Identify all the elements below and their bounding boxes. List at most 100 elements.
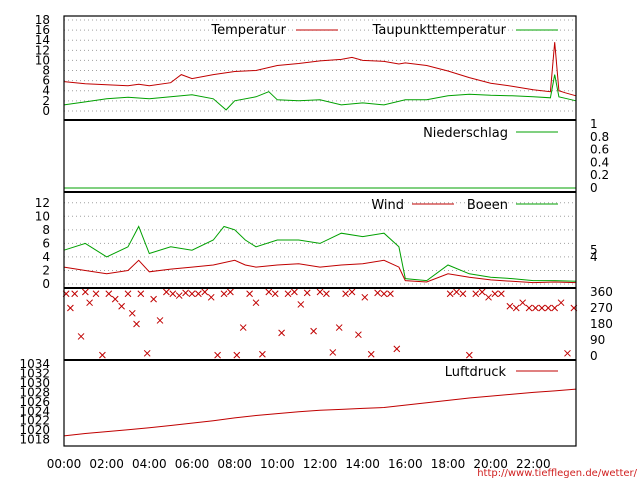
x-tick-label: 18:00 — [431, 457, 466, 471]
wind-direction-point — [92, 290, 100, 298]
wind-direction-point — [278, 329, 285, 337]
wind-direction-point — [310, 327, 317, 335]
x-tick-label: 14:00 — [345, 457, 380, 471]
wind-direction-point — [367, 350, 375, 358]
y-tick-label: 12 — [35, 43, 50, 57]
y-tick-label: 1030 — [19, 376, 50, 390]
wind-direction-point — [393, 345, 401, 353]
y-tick-label: 8 — [42, 64, 50, 78]
y-tick-label: 8 — [42, 223, 50, 237]
wind-direction-point — [195, 290, 202, 298]
wind-direction-point — [71, 290, 79, 298]
series-line-pressure-0 — [63, 388, 577, 437]
wind-direction-point — [380, 290, 388, 298]
wind-direction-point — [150, 295, 157, 303]
y-tick-label-right: 4 — [590, 250, 598, 264]
wind-direction-point — [478, 288, 486, 296]
wind-direction-point — [557, 299, 565, 307]
wind-direction-point — [207, 293, 215, 301]
x-tick-label: 12:00 — [303, 457, 338, 471]
wind-direction-point — [175, 292, 183, 299]
wind-direction-point — [105, 290, 113, 298]
y-tick-label: 1018 — [19, 433, 50, 447]
y-tick-label: 1022 — [19, 414, 50, 428]
wind-direction-point — [163, 288, 170, 296]
wind-direction-point — [265, 288, 273, 296]
wind-direction-point — [67, 304, 74, 312]
y-tick-label: 0 — [42, 104, 50, 118]
wind-direction-point — [361, 293, 369, 301]
wind-direction-point — [497, 290, 505, 298]
wind-direction-point — [297, 301, 305, 308]
wind-direction-point — [374, 289, 381, 297]
series-line-temperature-0 — [63, 42, 577, 97]
wind-direction-point — [156, 317, 164, 324]
x-tick-label: 08:00 — [217, 457, 252, 471]
wind-direction-point — [259, 350, 266, 358]
wind-direction-point — [143, 349, 151, 357]
y-tick-label: 1024 — [19, 404, 50, 418]
y-tick-label: 0 — [42, 277, 50, 291]
y-tick-label: 270 — [590, 301, 613, 315]
y-tick-label: 0.8 — [590, 130, 609, 144]
wind-direction-point — [532, 304, 539, 312]
wind-direction-point — [348, 288, 356, 296]
wind-direction-point — [271, 290, 279, 298]
y-tick-label: 12 — [35, 196, 50, 210]
wind-direction-point — [491, 290, 499, 298]
wind-direction-point — [252, 299, 260, 307]
x-tick-label: 10:00 — [260, 457, 295, 471]
y-tick-label: 0 — [590, 349, 598, 363]
y-tick-label: 1020 — [19, 423, 50, 437]
wind-direction-point — [111, 295, 119, 303]
wind-direction-point — [472, 290, 480, 298]
wind-direction-point — [387, 290, 394, 298]
x-tick-label: 00:00 — [47, 457, 82, 471]
wind-direction-point — [446, 290, 454, 298]
y-tick-label: 6 — [42, 236, 50, 250]
wind-direction-point — [506, 302, 514, 310]
wind-direction-point — [485, 293, 492, 301]
y-tick-label: 2 — [42, 263, 50, 277]
x-tick-label: 02:00 — [89, 457, 124, 471]
y-tick-label: 1034 — [19, 357, 50, 371]
wind-direction-point — [118, 302, 125, 310]
plot-frame — [63, 15, 577, 447]
y-tick-label: 2 — [42, 94, 50, 108]
wind-direction-point — [538, 304, 546, 312]
y-tick-label: 90 — [590, 333, 605, 347]
x-tick-label: 22:00 — [516, 457, 551, 471]
series-line-temperature-1 — [63, 74, 577, 111]
wind-direction-point — [169, 290, 177, 298]
series-line-wind-1 — [63, 225, 577, 282]
wind-direction-point — [512, 304, 520, 312]
y-tick-label: 0 — [590, 181, 598, 195]
wind-direction-point — [459, 290, 467, 298]
wind-direction-point — [99, 351, 106, 359]
wind-direction-point — [329, 349, 337, 356]
y-tick-label: 360 — [590, 285, 613, 299]
y-tick-label: 14 — [35, 33, 50, 47]
legend-niederschlag: Niederschlag — [423, 126, 508, 141]
wind-direction-point — [227, 288, 234, 296]
wind-direction-point — [303, 289, 311, 297]
y-tick-label-right: 5 — [590, 243, 598, 257]
wind-direction-point — [214, 351, 221, 359]
wind-direction-point — [564, 349, 571, 357]
wind-direction-point — [355, 331, 362, 339]
wind-direction-point — [201, 288, 209, 296]
credit-url: http://www.tiefflegen.de/wetter/ — [477, 468, 637, 479]
y-tick-label: 0.6 — [590, 143, 609, 157]
wind-direction-point — [246, 290, 253, 298]
y-tick-label: 1028 — [19, 385, 50, 399]
wind-direction-point — [551, 304, 559, 312]
legend-boeen: Boeen — [467, 198, 508, 213]
wind-direction-point — [81, 288, 89, 296]
y-tick-label: 1032 — [19, 366, 50, 380]
wind-direction-point — [291, 288, 298, 296]
legend-taupunkttemperatur: Taupunkttemperatur — [372, 23, 507, 38]
legend-luftdruck: Luftdruck — [445, 365, 507, 380]
wind-direction-point — [239, 324, 247, 331]
y-tick-label: 6 — [42, 74, 50, 88]
